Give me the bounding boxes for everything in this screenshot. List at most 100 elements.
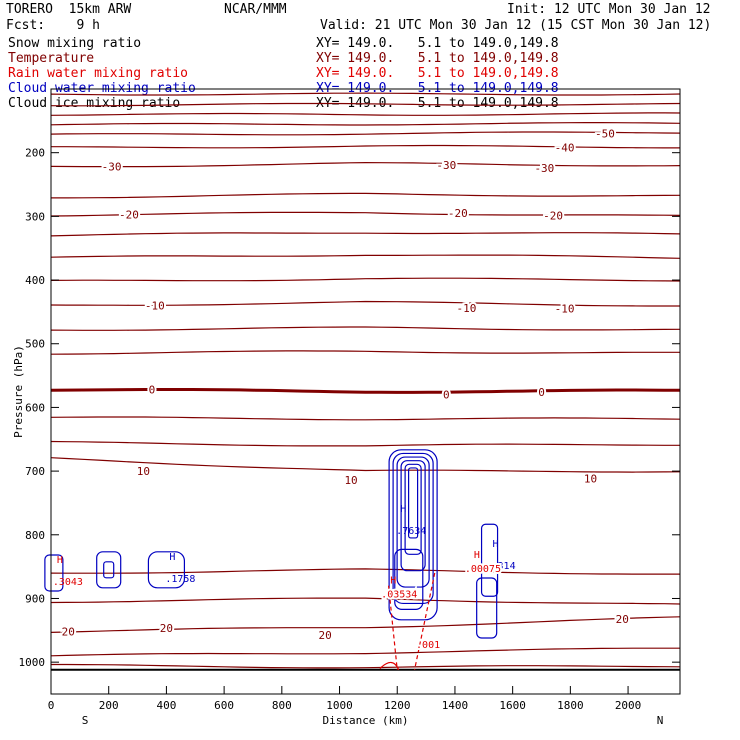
legend-field-xy: XY= 149.0. 5.1 to 149.0,149.8: [316, 51, 559, 66]
x-tick-label: 1200: [384, 699, 411, 712]
isotherm-line: [50, 388, 681, 394]
isotherm-line: [50, 616, 681, 633]
cloud-water-contour: [96, 551, 122, 589]
cloud-water-max-value: .3043: [53, 577, 83, 588]
isotherm-line: [50, 102, 681, 107]
x-tick-label: 600: [214, 699, 234, 712]
isotherm-label: -50: [595, 128, 615, 141]
x-tick-label: 800: [272, 699, 292, 712]
isotherm-label: 20: [318, 629, 331, 642]
legend-field-name: Rain water mixing ratio: [8, 66, 189, 81]
isotherm-label: -10: [457, 302, 477, 315]
cloud-water-max-marker: H: [400, 504, 406, 515]
cloud-water-contour: [392, 452, 434, 605]
isotherm-label: -20: [119, 208, 139, 221]
rain-max-marker: H: [390, 575, 396, 586]
isotherm-line: [50, 112, 681, 116]
y-tick-label: 200: [25, 147, 45, 160]
cloud-water-contour: [394, 548, 424, 610]
valid-time: Valid: 21 UTC Mon 30 Jan 12 (15 CST Mon …: [320, 18, 712, 33]
isotherm-line: [50, 92, 681, 96]
forecast-hour: Fcst: 9 h: [6, 18, 100, 33]
isotherm-line: [50, 326, 681, 331]
isotherm-line: [50, 647, 680, 657]
isotherm-line: [50, 122, 681, 126]
isotherm-label: 20: [160, 622, 173, 635]
legend-field-name: Temperature: [8, 51, 95, 66]
rain-contour: [387, 572, 436, 670]
x-tick-label: 0: [48, 699, 55, 712]
init-time: Init: 12 UTC Mon 30 Jan 12: [507, 2, 711, 17]
center-name: NCAR/MMM: [224, 2, 287, 17]
isotherm-line: [50, 416, 681, 421]
rain-contour: [379, 661, 400, 671]
cloud-water-contour: [396, 456, 430, 588]
north-label: N: [657, 714, 664, 727]
y-tick-label: 900: [25, 592, 45, 605]
isotherm-label: 10: [584, 473, 597, 486]
isotherm-label: 0: [149, 384, 156, 397]
y-tick-label: 400: [25, 274, 45, 287]
isotherm-label: -30: [102, 161, 122, 174]
isotherm-line: [50, 568, 680, 575]
isotherm-line: [50, 254, 681, 259]
y-axis-label: Pressure (hPa): [12, 345, 25, 438]
isotherm-line: [50, 440, 680, 447]
cloud-water-max-marker: H: [169, 552, 175, 563]
rain-max-marker: H: [474, 550, 480, 561]
y-tick-label: 500: [25, 338, 45, 351]
isotherm-label: -30: [436, 159, 456, 172]
isotherm-line: [50, 161, 681, 168]
isotherm-label: -20: [543, 210, 563, 223]
cloud-water-max-value: .7634: [396, 526, 426, 537]
legend-field-xy: XY= 149.0. 5.1 to 149.0,149.8: [316, 36, 559, 51]
x-axis-label: Distance (km): [322, 714, 408, 727]
cloud-water-contour: [388, 449, 438, 621]
isotherm-label: 20: [616, 613, 629, 626]
isotherm-line: [50, 232, 681, 237]
legend-field-name: Snow mixing ratio: [8, 36, 142, 51]
y-tick-label: 800: [25, 529, 45, 542]
x-tick-label: 1000: [326, 699, 353, 712]
isotherm-label: 0: [538, 386, 545, 399]
isotherm-line: [50, 131, 681, 136]
cloud-water-contour: [147, 551, 186, 589]
isotherm-line: [51, 663, 681, 669]
x-tick-label: 1600: [499, 699, 526, 712]
isotherm-label: -10: [145, 300, 165, 313]
x-tick-label: 1800: [557, 699, 584, 712]
isotherm-label: 10: [344, 474, 357, 487]
isotherm-label: -30: [534, 162, 554, 175]
isotherm-label: 10: [137, 465, 150, 478]
isotherm-line: [50, 597, 681, 605]
cloud-water-contour: [44, 554, 64, 592]
y-tick-label: 300: [25, 210, 45, 223]
isotherm-line: [51, 192, 681, 199]
isotherm-label: 20: [62, 626, 75, 639]
model-name: TORERO 15km ARW: [6, 2, 132, 17]
y-tick-label: 1000: [19, 656, 46, 669]
legend-field-xy: XY= 149.0. 5.1 to 149.0,149.8: [316, 66, 559, 81]
rain-max-value: .03534: [381, 589, 417, 600]
isotherm-label: 0: [443, 389, 450, 402]
plot-frame: [50, 88, 681, 695]
cloud-water-contour: [400, 460, 426, 572]
x-tick-label: 2000: [615, 699, 642, 712]
isotherm-label: -20: [448, 207, 468, 220]
cloud-water-max-value: .314: [492, 561, 516, 572]
cloud-water-max-marker: H: [493, 539, 499, 550]
legend-field-name: Cloud ice mixing ratio: [8, 96, 181, 111]
isotherm-line: [50, 211, 681, 217]
cloud-water-contour: [103, 561, 115, 579]
x-tick-label: 200: [99, 699, 119, 712]
rain-max-value: .00075: [465, 564, 501, 575]
x-tick-label: 400: [156, 699, 176, 712]
isotherm-label: -40: [555, 142, 575, 155]
cloud-water-contour: [408, 467, 419, 539]
isotherm-line: [50, 350, 680, 355]
isotherm-line: [50, 277, 681, 282]
isotherm-label: -10: [555, 303, 575, 316]
cloud-water-max-value: .1758: [165, 574, 195, 585]
cloud-water-contour: [404, 463, 422, 555]
